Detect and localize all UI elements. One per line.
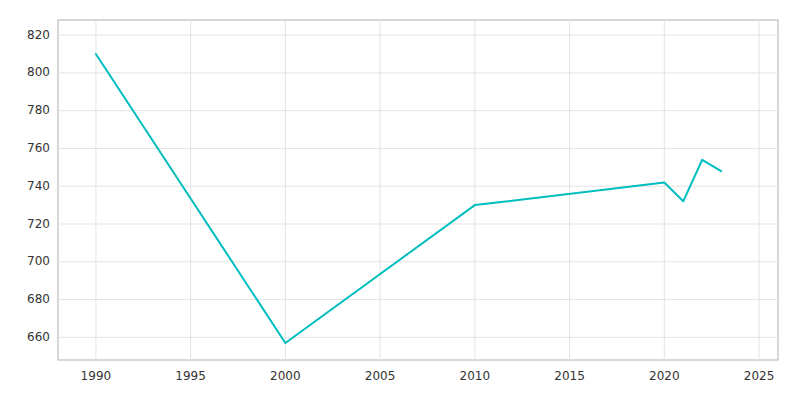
- y-tick-label: 740: [27, 179, 50, 193]
- y-tick-label: 660: [27, 330, 50, 344]
- grid-line-y: [58, 261, 778, 262]
- grid-line-x: [569, 20, 570, 360]
- chart-container: 660 680 700 720 740 760 780 800 820 1990 1995 2000 2…: [0, 0, 800, 400]
- chart: 660 680 700 720 740 760 780 800 820 1990 1995 2000 2…: [0, 0, 800, 400]
- x-tick-label: 2000: [270, 369, 301, 383]
- y-tick-label: 680: [27, 292, 50, 306]
- grid-line-y: [58, 35, 778, 36]
- grid-line-y: [58, 148, 778, 149]
- grid-line-x: [285, 20, 286, 360]
- grid-line-x: [474, 20, 475, 360]
- x-tick-label: 2025: [744, 369, 775, 383]
- x-tick-label: 2020: [649, 369, 680, 383]
- grid-line-y: [58, 72, 778, 73]
- y-tick-label: 820: [27, 28, 50, 42]
- x-tick-label: 2015: [554, 369, 585, 383]
- grid-line-x: [190, 20, 191, 360]
- grid-line-y: [58, 299, 778, 300]
- tick-labels: 660 680 700 720 740 760 780 800 820 1990 1995 2000 2…: [27, 28, 774, 383]
- plot-frame: [58, 20, 778, 360]
- grid-line-x: [664, 20, 665, 360]
- grid-line-y: [58, 186, 778, 187]
- x-tick-label: 1995: [175, 369, 206, 383]
- data-line: [96, 54, 721, 343]
- grid-line-y: [58, 110, 778, 111]
- y-tick-label: 720: [27, 217, 50, 231]
- grid-line-x: [759, 20, 760, 360]
- grid: [58, 20, 778, 360]
- grid-line-x: [95, 20, 96, 360]
- x-tick-label: 1990: [81, 369, 112, 383]
- y-tick-label: 700: [27, 254, 50, 268]
- grid-line-y: [58, 224, 778, 225]
- grid-line-y: [58, 337, 778, 338]
- plot-area: [96, 54, 721, 343]
- x-tick-label: 2010: [460, 369, 491, 383]
- x-tick-label: 2005: [365, 369, 396, 383]
- y-tick-label: 800: [27, 65, 50, 79]
- y-tick-label: 760: [27, 141, 50, 155]
- grid-line-x: [380, 20, 381, 360]
- y-tick-label: 780: [27, 103, 50, 117]
